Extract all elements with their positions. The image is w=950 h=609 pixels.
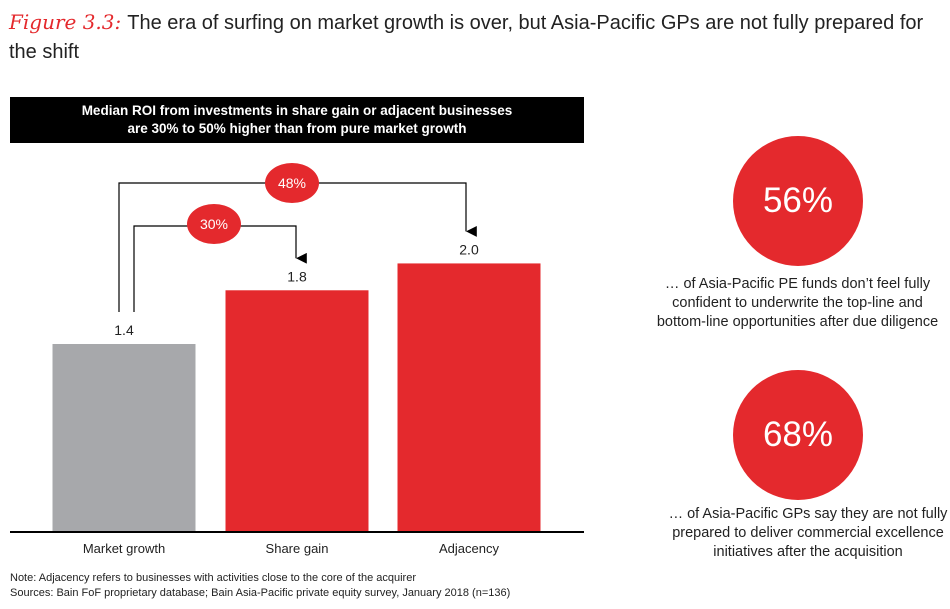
stat-text-2: … of Asia-Pacific GPs say they are not f… (668, 506, 948, 560)
pct-badge-share-gain-circle (187, 204, 241, 244)
note-text: Note: Adjacency refers to businesses wit… (10, 572, 416, 584)
pct-badge-adjacency-circle (265, 163, 319, 203)
stat-circle-1: 56% (733, 136, 863, 266)
bar-share-gain (225, 290, 369, 532)
chart-notes: Note: Adjacency refers to businesses wit… (10, 571, 510, 600)
value-label-market-growth: 1.4 (114, 322, 134, 338)
figure-title: Figure 3.3: The era of surfing on market … (9, 8, 944, 67)
category-label-share-gain: Share gain (266, 541, 329, 556)
figure-label: Figure 3.3: (9, 10, 122, 34)
sources-text: Sources: Bain FoF proprietary database; … (10, 586, 511, 599)
value-label-adjacency: 2.0 (459, 241, 479, 257)
value-label-share-gain: 1.8 (287, 268, 307, 284)
stat-text-1: … of Asia-Pacific PE funds don’t feel fu… (656, 276, 939, 330)
chart-header-box: Median ROI from investments in share gai… (10, 97, 584, 143)
pct-badge-share-gain-label: 30% (200, 216, 228, 232)
pct-badge-adjacency-label: 48% (278, 175, 306, 191)
chart-header-line-2: are 30% to 50% higher than from pure mar… (127, 121, 467, 136)
category-label-adjacency: Adjacency (439, 541, 499, 556)
bar-market-growth (52, 344, 196, 532)
roi-bar-chart: 1.4 Market growth 1.8 Share gain 2.0 Adjacenc… (10, 163, 584, 556)
chart-header-line-1: Median ROI from investments in share gai… (81, 103, 513, 118)
bar-adjacency (397, 263, 541, 532)
figure-title-text: The era of surfing on market growth is o… (9, 12, 924, 63)
category-label-market-growth: Market growth (83, 541, 165, 556)
stat-circle-2: 68% (733, 370, 863, 500)
